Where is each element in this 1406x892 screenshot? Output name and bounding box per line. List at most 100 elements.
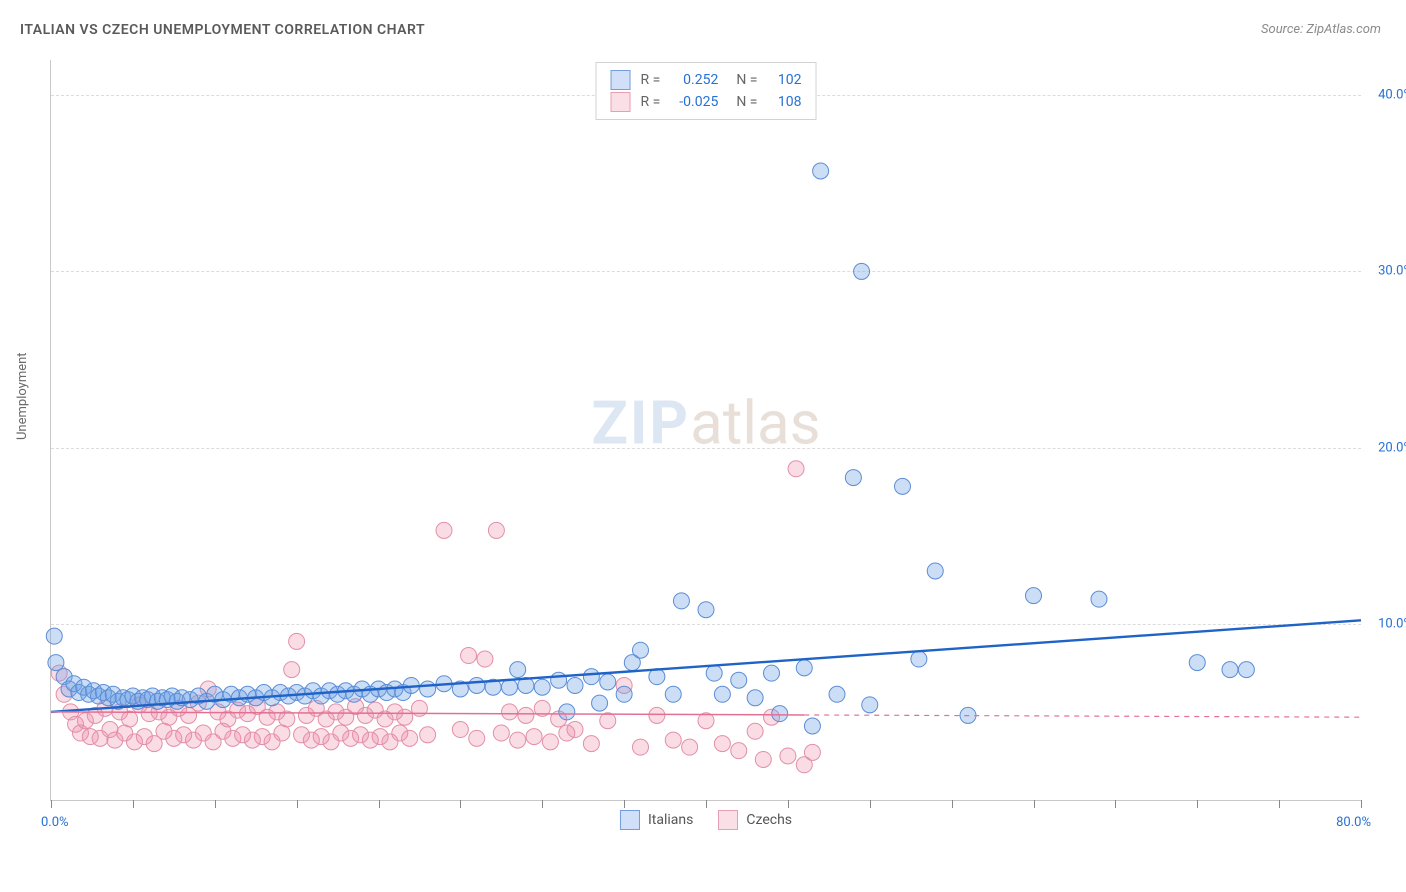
- data-point: [649, 707, 665, 723]
- r-label: R =: [641, 69, 661, 91]
- chart-title: ITALIAN VS CZECH UNEMPLOYMENT CORRELATIO…: [20, 22, 425, 38]
- scatter-svg: [51, 60, 1361, 800]
- data-point: [780, 748, 796, 764]
- data-point: [542, 734, 558, 750]
- data-point: [706, 665, 722, 681]
- data-point: [510, 732, 526, 748]
- data-point: [420, 681, 436, 697]
- data-point: [633, 739, 649, 755]
- data-point: [714, 736, 730, 752]
- r-value: 0.252: [670, 69, 718, 91]
- data-point: [804, 744, 820, 760]
- data-point: [420, 727, 436, 743]
- data-point: [469, 677, 485, 693]
- data-point: [583, 669, 599, 685]
- data-point: [452, 722, 468, 738]
- y-tick-label: 40.0%: [1378, 88, 1406, 103]
- n-value: 108: [767, 91, 801, 113]
- data-point: [911, 651, 927, 667]
- n-value: 102: [767, 69, 801, 91]
- legend-label: Italians: [648, 812, 693, 828]
- trend-line-dashed: [804, 715, 1361, 717]
- data-point: [731, 672, 747, 688]
- data-point: [567, 677, 583, 693]
- x-max-label: 80.0%: [1336, 815, 1371, 830]
- legend-series: Italians Czechs: [620, 810, 792, 830]
- data-point: [813, 163, 829, 179]
- data-point: [551, 672, 567, 688]
- data-point: [682, 739, 698, 755]
- data-point: [764, 665, 780, 681]
- data-point: [469, 730, 485, 746]
- data-point: [714, 686, 730, 702]
- data-point: [402, 730, 418, 746]
- data-point: [46, 628, 62, 644]
- data-point: [854, 263, 870, 279]
- data-point: [600, 713, 616, 729]
- legend-swatch: [611, 70, 631, 90]
- legend-correlation: R = 0.252 N = 102 R = -0.025 N = 108: [596, 62, 817, 120]
- data-point: [502, 704, 518, 720]
- y-tick-label: 20.0%: [1378, 440, 1406, 455]
- data-point: [600, 674, 616, 690]
- legend-item: Italians: [620, 810, 693, 830]
- data-point: [927, 563, 943, 579]
- data-point: [502, 679, 518, 695]
- r-label: R =: [641, 91, 661, 113]
- data-point: [747, 723, 763, 739]
- data-point: [289, 633, 305, 649]
- data-point: [526, 729, 542, 745]
- y-tick-label: 30.0%: [1378, 264, 1406, 279]
- source-label: Source: ZipAtlas.com: [1261, 22, 1381, 37]
- data-point: [284, 662, 300, 678]
- data-point: [755, 751, 771, 767]
- data-point: [862, 697, 878, 713]
- data-point: [477, 651, 493, 667]
- data-point: [1222, 662, 1238, 678]
- data-point: [829, 686, 845, 702]
- data-point: [48, 655, 64, 671]
- data-point: [673, 593, 689, 609]
- data-point: [567, 722, 583, 738]
- n-label: N =: [736, 91, 757, 113]
- data-point: [1091, 591, 1107, 607]
- legend-swatch: [611, 92, 631, 112]
- data-point: [583, 736, 599, 752]
- x-min-label: 0.0%: [41, 815, 69, 830]
- legend-swatch: [620, 810, 640, 830]
- data-point: [534, 679, 550, 695]
- data-point: [461, 648, 477, 664]
- n-label: N =: [736, 69, 757, 91]
- data-point: [665, 732, 681, 748]
- trend-line: [51, 620, 1361, 712]
- data-point: [1238, 662, 1254, 678]
- data-point: [592, 695, 608, 711]
- data-point: [397, 709, 413, 725]
- data-point: [274, 725, 290, 741]
- r-value: -0.025: [670, 91, 718, 113]
- data-point: [698, 602, 714, 618]
- data-point: [488, 522, 504, 538]
- legend-row: R = 0.252 N = 102: [611, 69, 802, 91]
- data-point: [559, 704, 575, 720]
- data-point: [616, 686, 632, 702]
- legend-row: R = -0.025 N = 108: [611, 91, 802, 113]
- data-point: [845, 470, 861, 486]
- legend-item: Czechs: [718, 810, 792, 830]
- data-point: [731, 743, 747, 759]
- data-point: [493, 725, 509, 741]
- legend-label: Czechs: [746, 812, 792, 828]
- data-point: [772, 706, 788, 722]
- data-point: [804, 718, 820, 734]
- data-point: [436, 522, 452, 538]
- legend-swatch: [718, 810, 738, 830]
- data-point: [895, 478, 911, 494]
- data-point: [633, 642, 649, 658]
- data-point: [796, 660, 812, 676]
- data-point: [665, 686, 681, 702]
- data-point: [1189, 655, 1205, 671]
- y-tick-label: 10.0%: [1378, 616, 1406, 631]
- plot-area: ZIPatlas 10.0%20.0%30.0%40.0% 0.0% 80.0%…: [50, 60, 1361, 801]
- data-point: [1026, 588, 1042, 604]
- data-point: [518, 707, 534, 723]
